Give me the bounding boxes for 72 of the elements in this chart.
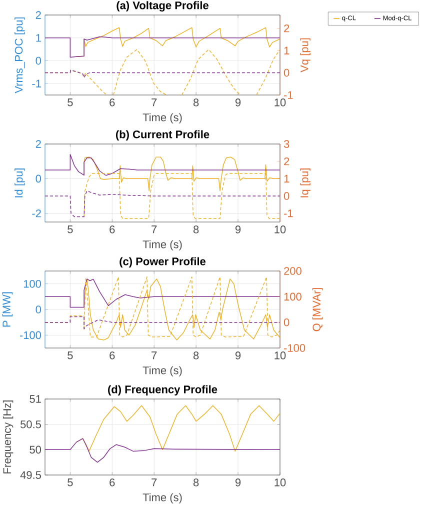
x-tick-label: 10 (274, 352, 286, 360)
y-tick-label: 50.5 (20, 420, 41, 428)
y-tick-label: 51 (30, 395, 41, 403)
y-tick-label: 100 (24, 280, 42, 288)
y-axis-title: P [MW] (2, 292, 13, 327)
y-tick-label: 49.5 (20, 471, 41, 479)
x-tick-label: 9 (235, 98, 241, 106)
x-tick-label: 10 (274, 98, 286, 106)
line-series (45, 316, 280, 330)
y-tick-label: 2 (36, 11, 41, 19)
x-tick-label: 8 (193, 98, 199, 106)
x-tick-label: 6 (110, 478, 115, 486)
y-tick-label: -1 (32, 80, 41, 88)
line-series (45, 70, 280, 78)
x-tick-label: 8 (193, 478, 199, 486)
x-tick-label: 6 (110, 98, 115, 106)
y-tick-label: 50 (30, 446, 42, 454)
y2-tick-label: 0 (284, 192, 290, 200)
y2-tick-label: 2 (284, 158, 290, 166)
x-tick-label: 5 (68, 226, 73, 234)
x-tick-label: 8 (193, 352, 199, 360)
y-tick-label: 0 (36, 56, 42, 65)
chart-title: (a) Voltage Profile (116, 1, 208, 12)
chart-title: (b) Current Profile (116, 130, 210, 140)
x-axis-title: Time (s) (142, 493, 182, 504)
x-tick-label: 9 (235, 226, 241, 234)
x-axis-title: Time (s) (142, 240, 182, 250)
y-axis-title: Frequency [Hz] (2, 400, 14, 474)
y2-tick-label: 3 (284, 140, 290, 148)
y2-axis-title: Q [MVAr] (312, 288, 323, 332)
chart-title: (c) Power Profile (120, 257, 206, 268)
x-tick-label: 5 (68, 478, 73, 486)
chart-title: (d) Frequency Profile (108, 385, 218, 396)
y2-tick-label: 2 (284, 24, 290, 32)
y-axis-title: Vrms_POC [pu] (14, 17, 25, 94)
y2-axis-title: Vq [pu] (300, 38, 310, 72)
x-tick-label: 7 (152, 352, 157, 360)
x-tick-label: 8 (193, 226, 199, 234)
y2-tick-label: 200 (284, 267, 302, 275)
x-axis-title: Time (s) (142, 366, 182, 376)
y2-tick-label: -1 (284, 210, 293, 218)
y2-tick-label: -1 (284, 91, 293, 99)
line-series (45, 190, 280, 218)
y2-tick-label: 0 (284, 68, 290, 77)
x-tick-label: 10 (274, 226, 286, 234)
x-tick-label: 9 (235, 352, 241, 360)
x-tick-label: 7 (152, 98, 157, 106)
y2-tick-label: 0 (284, 318, 290, 326)
x-tick-label: 5 (68, 98, 73, 106)
x-tick-label: 5 (68, 352, 73, 360)
x-tick-label: 10 (274, 478, 286, 486)
y-tick-label: 0 (36, 306, 42, 314)
y-tick-label: -100 (20, 331, 42, 340)
x-tick-label: 6 (110, 352, 115, 360)
y-axis-title: Id [pu] (14, 168, 25, 198)
x-tick-label: 7 (152, 226, 157, 234)
y-tick-label: 1 (36, 34, 41, 42)
line-series (45, 438, 280, 463)
y-tick-label: -2 (32, 210, 41, 218)
x-axis-title: Time (s) (142, 113, 182, 124)
y-tick-label: 0 (36, 174, 42, 183)
line-series (45, 36, 280, 58)
y2-axis-title: Iq [pu] (300, 168, 310, 198)
line-series (45, 154, 280, 176)
y2-tick-label: 1 (284, 46, 290, 54)
y2-tick-label: 1 (284, 174, 290, 182)
x-tick-label: 9 (235, 478, 241, 486)
x-tick-label: 7 (152, 478, 157, 486)
y-tick-label: 2 (36, 140, 41, 148)
y2-tick-label: -100 (284, 344, 306, 352)
y2-tick-label: 100 (284, 292, 302, 301)
x-tick-label: 6 (110, 226, 115, 234)
